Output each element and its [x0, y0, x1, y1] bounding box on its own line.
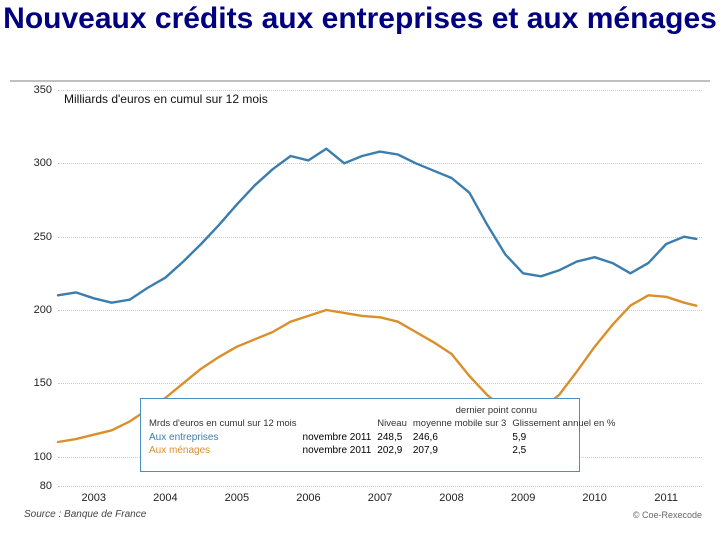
legend-row: Aux ménagesnovembre 2011202,9207,92,5	[149, 444, 621, 458]
legend-cell: 246,6	[413, 431, 512, 445]
source-text: Source : Banque de France	[24, 509, 146, 520]
legend-column-header	[303, 418, 378, 431]
series-line	[58, 149, 696, 303]
legend-cell: Aux ménages	[149, 444, 303, 458]
legend-row: Aux entreprisesnovembre 2011248,5246,65,…	[149, 431, 621, 445]
legend-cell: novembre 2011	[303, 431, 378, 445]
legend-cell: 2,5	[512, 444, 621, 458]
legend-cell: 202,9	[377, 444, 413, 458]
legend-column-header: Mrds d'euros en cumul sur 12 mois	[149, 418, 303, 431]
slide: { "title": { "text": "Nouveaux crédits a…	[0, 0, 720, 540]
legend-column-header: Niveau	[377, 418, 413, 431]
legend-column-header: Glissement annuel en %	[512, 418, 621, 431]
legend-table: dernier point connu Mrds d'euros en cumul…	[149, 405, 621, 458]
legend-header-center: dernier point connu	[377, 405, 621, 418]
legend-cell: novembre 2011	[303, 444, 378, 458]
legend-cell: 207,9	[413, 444, 512, 458]
slide-title: Nouveaux crédits aux entreprises et aux …	[0, 2, 720, 35]
legend-cell: 248,5	[377, 431, 413, 445]
legend-cell: Aux entreprises	[149, 431, 303, 445]
legend-column-header: moyenne mobile sur 3	[413, 418, 512, 431]
chart-area: Milliards d'euros en cumul sur 12 mois80…	[10, 80, 710, 520]
legend-cell: 5,9	[512, 431, 621, 445]
credit-text: © Coe-Rexecode	[633, 510, 702, 520]
legend-box: dernier point connuMrds d'euros en cumul…	[140, 398, 580, 472]
